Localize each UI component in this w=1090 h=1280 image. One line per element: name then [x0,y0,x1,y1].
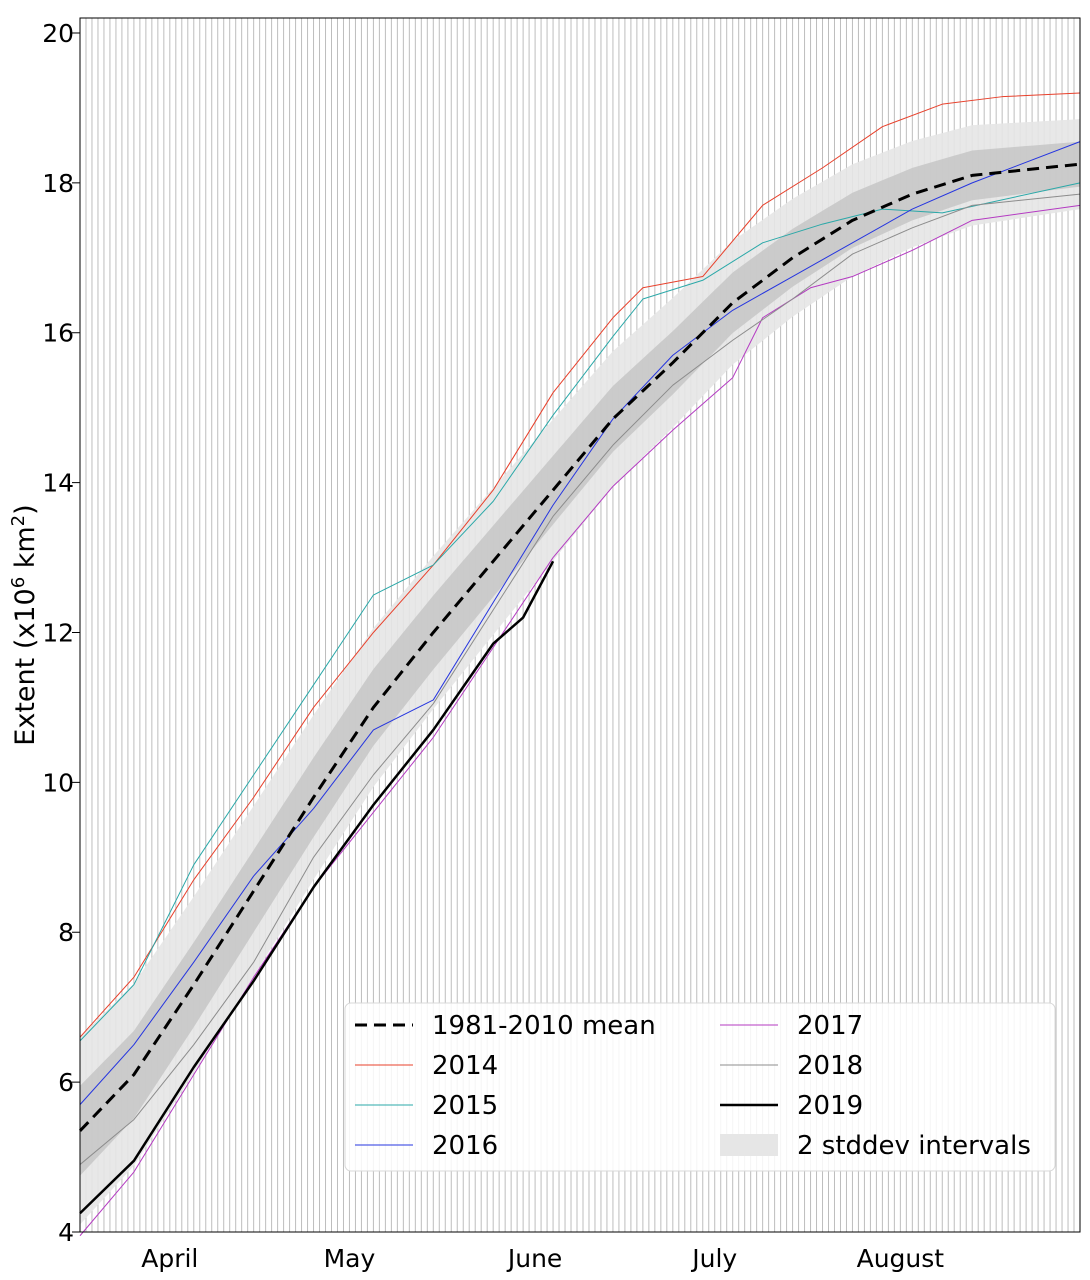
legend-label: 2014 [432,1051,498,1081]
y-tick-label: 8 [58,918,74,947]
legend-label: 2015 [432,1091,498,1121]
series-2019 [79,560,555,1215]
legend-label: 2017 [797,1011,863,1041]
legend-box [344,1002,1056,1172]
series-lines [78,92,1081,1237]
y-tick-label: 18 [42,169,74,198]
legend-label: 2016 [432,1131,498,1161]
y-axis-label: Extent (x106 km2) [8,504,41,745]
y-tick-label: 10 [42,768,74,797]
x-tick-label: June [506,1244,562,1273]
x-tick-label: May [324,1244,376,1273]
y-tick-label: 4 [58,1218,74,1247]
x-tick-label: April [141,1244,198,1273]
y-tick-label: 6 [58,1068,74,1097]
series-2016 [79,141,1081,1105]
series-2015 [79,182,1081,1042]
x-tick-label: August [857,1244,945,1273]
y-tick-label: 12 [42,618,74,647]
legend: 1981-2010 mean 2014 2015 2016 2017 2018 2019 2 … [344,1002,1056,1172]
y-tick-label: 16 [42,319,74,348]
series-1981-2010-mean [78,162,1081,1132]
legend-label: 2019 [797,1091,863,1121]
series-2014 [79,92,1081,1038]
x-tick-label: July [690,1244,737,1273]
x-axis: April May June July August [141,1244,944,1273]
legend-label: 1981-2010 mean [432,1011,656,1041]
legend-label: 2018 [797,1051,863,1081]
y-axis: 4 6 8 10 12 14 16 18 20 [42,19,80,1247]
plot-frame [79,17,1081,1233]
y-tick-label: 20 [42,19,74,48]
legend-swatch [720,1134,778,1156]
legend-label: 2 stddev intervals [797,1131,1031,1161]
series-2018 [79,193,1081,1165]
y-tick-label: 14 [42,469,74,498]
